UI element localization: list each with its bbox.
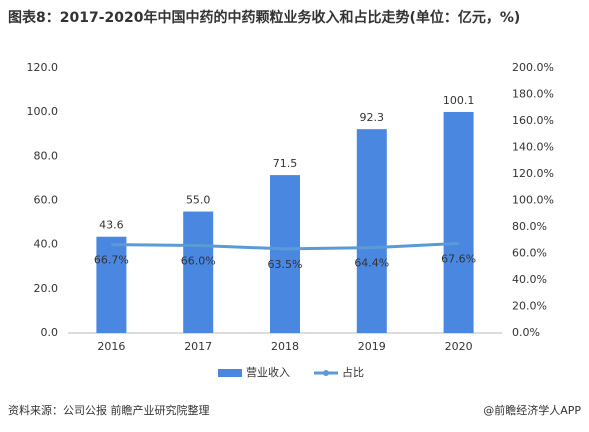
legend-label: 营业收入 xyxy=(246,365,290,379)
x-tick-label: 2018 xyxy=(271,340,299,353)
x-tick-label: 2020 xyxy=(445,340,473,353)
bar-value-label: 71.5 xyxy=(273,157,298,170)
legend-swatch-marker xyxy=(323,370,329,376)
y2-tick-label: 40.0% xyxy=(512,273,547,286)
y-tick-label: 120.0 xyxy=(27,61,59,74)
y-tick-label: 100.0 xyxy=(27,105,59,118)
y-tick-label: 20.0 xyxy=(34,282,59,295)
y2-tick-label: 0.0% xyxy=(512,326,540,339)
bar xyxy=(356,129,387,333)
bar-value-label: 92.3 xyxy=(360,111,385,124)
line xyxy=(111,241,459,251)
bar-value-label: 43.6 xyxy=(99,219,124,232)
y2-tick-label: 120.0% xyxy=(512,167,554,180)
legend-label: 占比 xyxy=(342,365,364,379)
y2-tick-label: 100.0% xyxy=(512,194,554,207)
chart-title: 图表8：2017-2020年中国中药的中药颗粒业务收入和占比走势(单位：亿元，%… xyxy=(8,10,521,26)
bar xyxy=(96,236,127,333)
y2-tick-label: 200.0% xyxy=(512,61,554,74)
line-value-label: 63.5% xyxy=(268,258,303,271)
x-tick-label: 2019 xyxy=(358,340,386,353)
bar-value-label: 100.1 xyxy=(443,94,475,107)
y-tick-label: 80.0 xyxy=(34,149,59,162)
bar-value-label: 55.0 xyxy=(186,194,211,207)
x-tick-label: 2017 xyxy=(184,340,212,353)
line-value-label: 66.0% xyxy=(181,255,216,268)
y2-tick-label: 80.0% xyxy=(512,220,547,233)
y2-tick-label: 140.0% xyxy=(512,141,554,154)
y2-tick-label: 20.0% xyxy=(512,300,547,313)
y2-tick-label: 180.0% xyxy=(512,88,554,101)
y-tick-label: 40.0 xyxy=(34,238,59,251)
line-value-label: 64.4% xyxy=(354,257,389,270)
legend-swatch xyxy=(218,369,242,377)
credit: @前瞻经济学人APP xyxy=(483,403,581,417)
y-tick-label: 60.0 xyxy=(34,194,59,207)
x-tick-label: 2016 xyxy=(97,340,125,353)
line-value-label: 66.7% xyxy=(94,254,129,267)
y2-tick-label: 160.0% xyxy=(512,114,554,127)
bar xyxy=(183,211,214,333)
y-tick-label: 0.0 xyxy=(41,326,59,339)
y2-tick-label: 60.0% xyxy=(512,247,547,260)
line-value-label: 67.6% xyxy=(441,252,476,265)
source: 资料来源：公司公报 前瞻产业研究院整理 xyxy=(8,403,210,417)
bar xyxy=(270,175,300,333)
bar xyxy=(443,111,474,333)
